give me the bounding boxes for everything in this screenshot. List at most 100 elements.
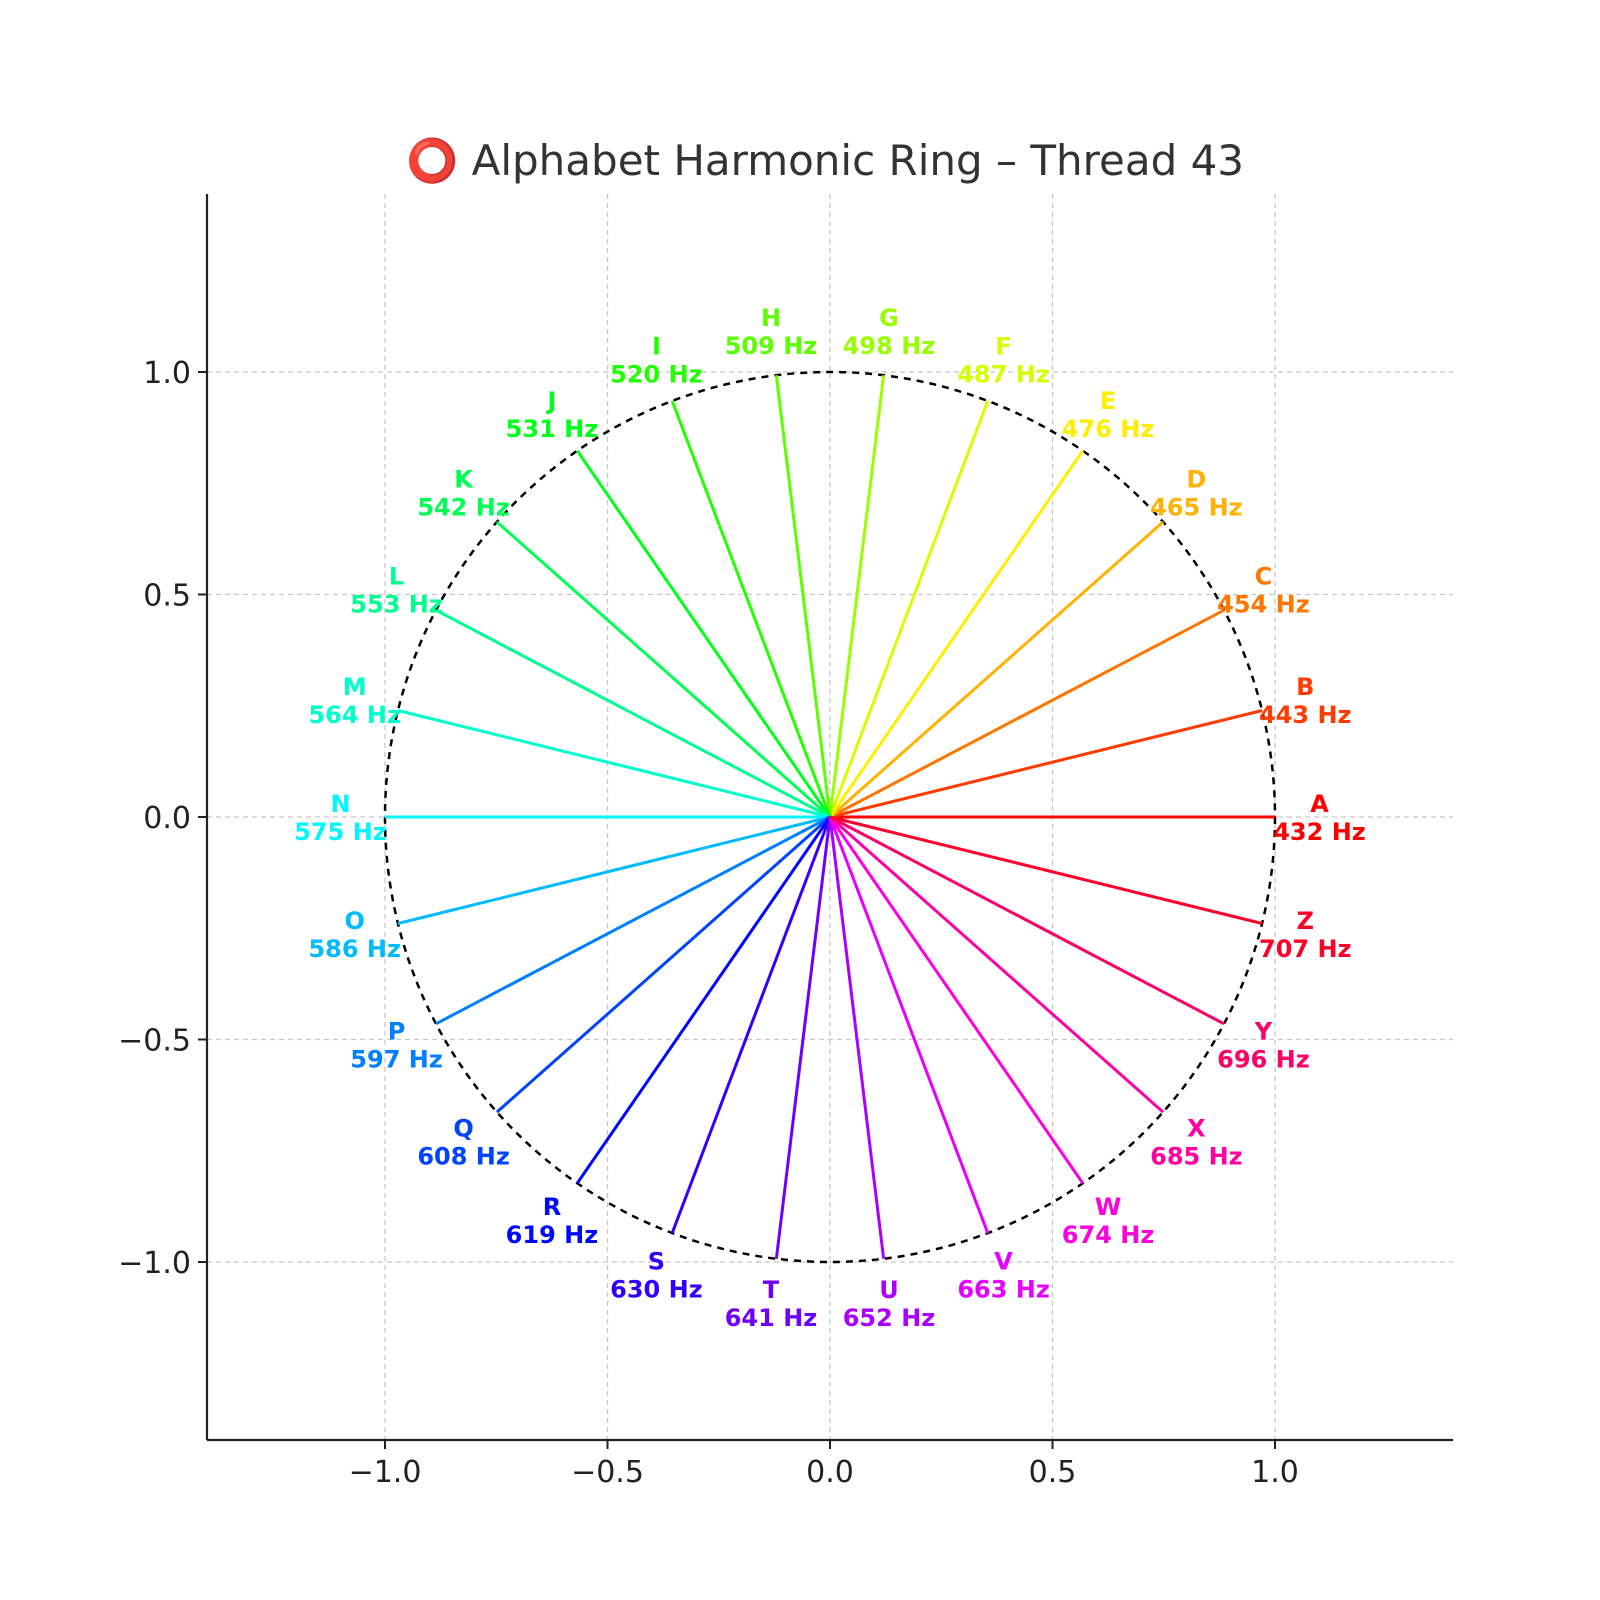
label-letter: N [330,790,350,818]
label-frequency: 630 Hz [610,1276,703,1304]
spoke-o [397,815,831,925]
label-z: Z 707 Hz [1259,907,1352,963]
spoke-l [435,608,831,819]
label-letter: X [1187,1115,1206,1143]
label-r: R 619 Hz [506,1193,599,1249]
label-f: F 487 Hz [957,332,1050,388]
label-y: Y 696 Hz [1217,1017,1310,1073]
label-frequency: 674 Hz [1062,1221,1155,1249]
x-tick-label: 1.0 [1251,1455,1299,1490]
spoke-r [575,816,832,1185]
label-frequency: 509 Hz [725,332,818,360]
spoke-c [829,608,1225,819]
label-letter: T [763,1276,780,1304]
label-frequency: 564 Hz [308,701,401,729]
label-letter: U [879,1276,899,1304]
label-frequency: 663 Hz [957,1276,1050,1304]
label-k: K 542 Hz [417,465,510,521]
spoke-k [495,520,831,819]
label-p: P 597 Hz [350,1017,443,1073]
spoke-w [828,816,1085,1185]
label-letter: V [994,1248,1013,1276]
y-tick-label: 1.0 [143,356,191,391]
label-m: M 564 Hz [308,673,401,729]
label-frequency: 465 Hz [1150,493,1243,521]
spoke-q [495,815,831,1114]
label-letter: H [761,304,781,332]
spoke-v [828,816,990,1234]
label-letter: W [1095,1193,1121,1221]
label-frequency: 641 Hz [725,1304,818,1332]
label-frequency: 542 Hz [417,493,510,521]
label-letter: M [343,673,367,701]
label-l: L 553 Hz [350,563,443,619]
spoke-s [670,816,832,1234]
spoke-j [575,449,832,818]
spoke-y [829,815,1225,1026]
label-u: U 652 Hz [843,1276,936,1332]
label-g: G 498 Hz [843,304,936,360]
label-frequency: 685 Hz [1150,1143,1243,1171]
label-frequency: 696 Hz [1217,1045,1310,1073]
spoke-t [774,816,832,1259]
label-letter: Q [453,1115,473,1143]
label-frequency: 553 Hz [350,591,443,619]
label-letter: J [545,387,556,415]
label-frequency: 707 Hz [1259,935,1352,963]
label-q: Q 608 Hz [417,1115,510,1171]
label-letter: G [879,304,899,332]
label-letter: I [652,332,661,360]
spoke-i [670,400,832,818]
label-frequency: 443 Hz [1259,701,1352,729]
chart-title: ⭕ Alphabet Harmonic Ring – Thread 43 [406,136,1244,185]
label-letter: F [995,332,1011,360]
label-letter: Z [1297,907,1314,935]
x-tick-label: 0.5 [1029,1455,1077,1490]
label-j: J 531 Hz [506,387,599,443]
label-frequency: 454 Hz [1217,591,1310,619]
spoke-d [829,520,1165,819]
label-frequency: 575 Hz [294,818,387,846]
label-frequency: 652 Hz [843,1304,936,1332]
axis-ticks: −1.0 −0.5 0.0 0.5 1.0 −1.0 −0.5 0.0 0.5 1.0 [118,356,1299,1490]
label-letter: P [388,1017,406,1045]
spoke-g [828,375,886,818]
label-h: H 509 Hz [725,304,818,360]
label-letter: E [1100,387,1116,415]
label-c: C 454 Hz [1217,563,1310,619]
spoke-b [829,709,1263,819]
label-o: O 586 Hz [308,907,401,963]
spoke-x [829,815,1165,1114]
y-tick-label: −1.0 [118,1246,191,1281]
x-tick-label: 0.0 [806,1455,854,1490]
label-frequency: 586 Hz [308,935,401,963]
label-letter: B [1296,673,1314,701]
label-v: V 663 Hz [957,1248,1050,1304]
x-tick-label: −0.5 [571,1455,644,1490]
label-x: X 685 Hz [1150,1115,1243,1171]
spoke-h [774,375,832,818]
spoke-z [829,815,1263,925]
label-letter: L [389,563,404,591]
x-tick-label: −1.0 [349,1455,422,1490]
label-frequency: 498 Hz [843,332,936,360]
label-i: I 520 Hz [610,332,703,388]
label-n: N 575 Hz [294,790,387,846]
y-tick-label: 0.5 [143,579,191,614]
spoke-f [828,400,990,818]
label-letter: Y [1254,1017,1273,1045]
label-t: T 641 Hz [725,1276,818,1332]
label-letter: O [345,907,365,935]
letter-spokes [385,375,1275,1259]
label-frequency: 619 Hz [506,1221,599,1249]
label-a: A 432 Hz [1273,790,1366,846]
label-b: B 443 Hz [1259,673,1352,729]
y-tick-label: −0.5 [118,1024,191,1059]
label-d: D 465 Hz [1150,465,1243,521]
label-frequency: 476 Hz [1062,415,1155,443]
label-letter: S [648,1248,665,1276]
label-frequency: 608 Hz [417,1143,510,1171]
label-frequency: 432 Hz [1273,818,1366,846]
spoke-p [435,815,831,1026]
